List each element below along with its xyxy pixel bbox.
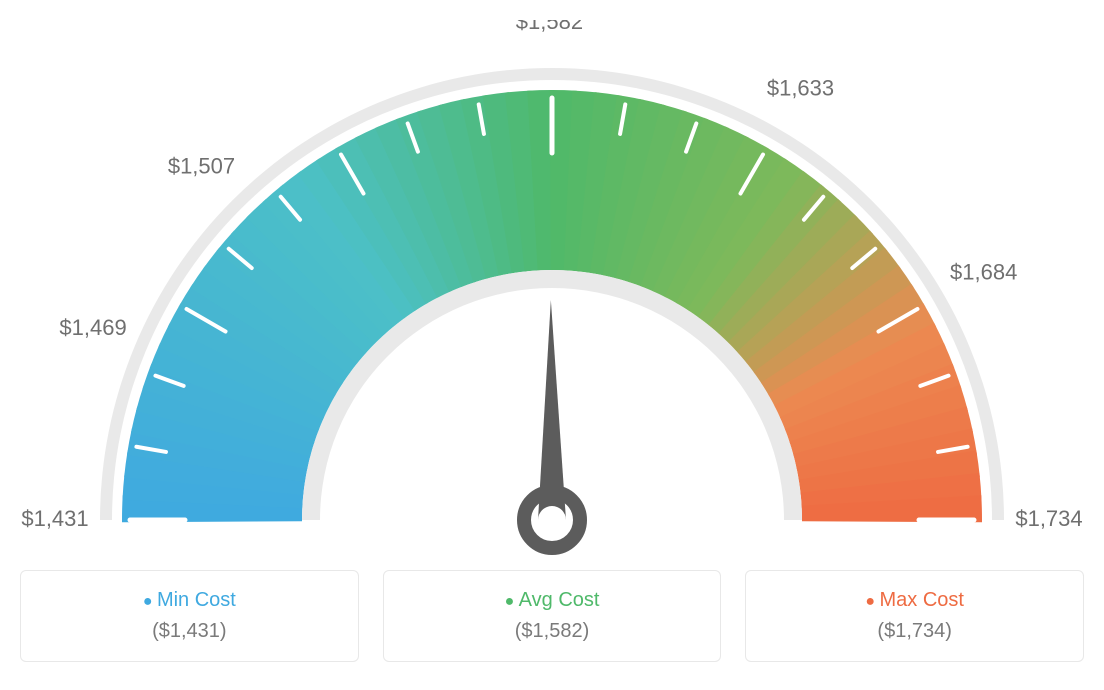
gauge-svg: $1,431 $1,469 $1,507 $1,582 $1,633 $1,684 $1,7… — [20, 20, 1084, 560]
gauge-chart: $1,431 $1,469 $1,507 $1,582 $1,633 $1,684 $1,7… — [20, 20, 1084, 560]
legend-min-label: Min Cost — [45, 589, 334, 612]
legend-min-value: ($1,431) — [45, 620, 334, 643]
legend-row: Min Cost ($1,431) Avg Cost ($1,582) Max … — [20, 570, 1084, 662]
svg-text:$1,582: $1,582 — [516, 20, 583, 34]
svg-text:$1,633: $1,633 — [767, 75, 834, 100]
svg-text:$1,469: $1,469 — [59, 315, 126, 340]
svg-text:$1,684: $1,684 — [950, 260, 1017, 285]
svg-text:$1,734: $1,734 — [1015, 506, 1082, 531]
svg-text:$1,507: $1,507 — [168, 153, 235, 178]
legend-avg-label: Avg Cost — [408, 589, 697, 612]
legend-max-label: Max Cost — [770, 589, 1059, 612]
legend-max-value: ($1,734) — [770, 620, 1059, 643]
svg-text:$1,431: $1,431 — [21, 506, 88, 531]
legend-card-avg: Avg Cost ($1,582) — [383, 570, 722, 662]
legend-card-min: Min Cost ($1,431) — [20, 570, 359, 662]
legend-card-max: Max Cost ($1,734) — [745, 570, 1084, 662]
legend-avg-value: ($1,582) — [408, 620, 697, 643]
